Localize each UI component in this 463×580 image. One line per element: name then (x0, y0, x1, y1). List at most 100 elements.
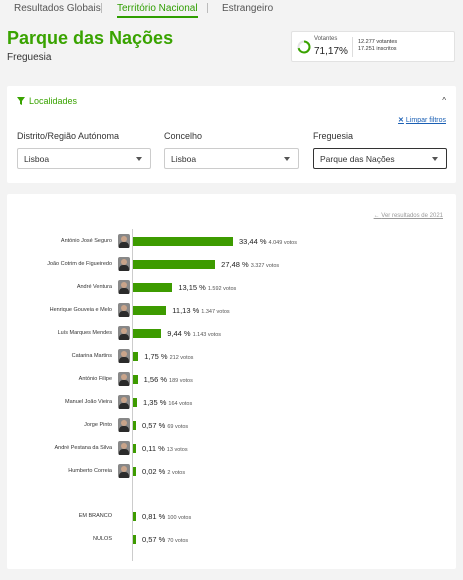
result-percent: 27,48 % (221, 260, 249, 269)
candidate-photo (118, 372, 130, 386)
result-bar (133, 375, 138, 384)
municipality-label: Concelho (164, 131, 203, 141)
result-label: 0,57 % 70 votos (142, 535, 188, 544)
candidate-name: Jorge Pinto (84, 422, 112, 428)
result-votes: 69 votos (167, 424, 189, 430)
result-votes: 70 votos (167, 538, 189, 544)
parish-select[interactable]: Parque das Nações (313, 148, 447, 169)
result-row: Luís Marques Mendes 9,44 % 1.143 votos (22, 325, 443, 343)
candidate-name: António José Seguro (60, 238, 112, 244)
result-percent: 9,44 % (167, 329, 191, 338)
results-bar-chart: António José Seguro 33,44 % 4.049 votos Joã… (22, 229, 443, 561)
turnout-ring-icon (297, 40, 311, 54)
result-label: 0,81 % 100 votos (142, 512, 191, 521)
localidades-panel: Localidades ^ ✕ Limpar filtros Distrito/R… (7, 86, 456, 183)
clear-filters-link[interactable]: ✕ Limpar filtros (398, 116, 446, 124)
result-row: Humberto Correia 0,02 % 2 votos (22, 463, 443, 481)
clear-filters-label: Limpar filtros (405, 117, 446, 124)
result-label: 9,44 % 1.143 votos (167, 329, 221, 338)
result-row: André Pestana da Silva 0,11 % 13 votos (22, 440, 443, 458)
result-row: EM BRANCO 0,81 % 100 votos (22, 508, 443, 526)
chevron-down-icon (432, 157, 438, 161)
page-subtitle: Freguesia (7, 52, 52, 63)
candidate-photo (118, 395, 130, 409)
result-row: Manuel João Vieira 1,35 % 164 votos (22, 394, 443, 412)
voters-count: 12.277 votantes (358, 39, 398, 45)
result-row: André Ventura 13,15 % 1.592 votos (22, 279, 443, 297)
result-votes: 4.049 votos (268, 240, 297, 246)
voters-percent: 71,17% (314, 46, 348, 57)
result-label: 33,44 % 4.049 votos (239, 237, 297, 246)
result-votes: 100 votos (167, 515, 192, 521)
localidades-title: Localidades (29, 96, 78, 106)
result-bar (133, 260, 216, 269)
result-bar (133, 421, 136, 430)
result-votes: 1.592 votos (207, 286, 237, 292)
district-select[interactable]: Lisboa (17, 148, 151, 169)
candidate-name: Humberto Correia (68, 468, 112, 474)
candidate-name: EM BRANCO (78, 513, 112, 519)
candidate-photo (118, 303, 130, 317)
result-row: Jorge Pinto 0,57 % 69 votos (22, 417, 443, 435)
candidate-name: André Ventura (76, 284, 112, 290)
result-label: 27,48 % 3.327 votos (221, 260, 279, 269)
municipality-select[interactable]: Lisboa (164, 148, 299, 169)
candidate-name: Manuel João Vieira (65, 399, 112, 405)
result-row: NULOS 0,57 % 70 votos (22, 531, 443, 549)
result-row: Henrique Gouveia e Melo 11,13 % 1.347 voto… (22, 302, 443, 320)
result-votes: 2 votos (167, 470, 186, 476)
chevron-up-icon[interactable]: ^ (442, 96, 446, 105)
arrow-left-icon: ← (373, 213, 382, 219)
candidate-photo (118, 280, 130, 294)
result-label: 0,11 % 13 votos (142, 444, 188, 453)
result-percent: 1,35 % (143, 398, 167, 407)
result-bar (133, 512, 136, 521)
tab-divider (207, 3, 208, 13)
result-label: 1,35 % 164 votos (143, 398, 192, 407)
result-percent: 1,56 % (143, 375, 168, 384)
tab-estrangeiro[interactable]: Estrangeiro (222, 3, 274, 14)
candidate-name: Luís Marques Mendes (57, 330, 112, 336)
close-icon: ✕ (398, 117, 404, 124)
result-label: 1,75 % 212 votos (144, 352, 193, 361)
result-bar (133, 283, 173, 292)
result-bar (133, 329, 162, 338)
result-bar (133, 306, 167, 315)
result-percent: 0,57 % (142, 535, 166, 544)
candidate-name: Catarina Martins (71, 353, 112, 359)
candidate-name: Henrique Gouveia e Melo (49, 307, 112, 313)
candidate-photo (118, 349, 130, 363)
chart-axis (132, 229, 133, 561)
parish-label: Freguesia (313, 131, 354, 141)
result-label: 0,02 % 2 votos (142, 467, 185, 476)
result-label: 0,57 % 69 votos (142, 421, 188, 430)
result-row: João Cotrim de Figueiredo 27,48 % 3.327 vo… (22, 256, 443, 274)
result-bar (133, 467, 136, 476)
registered-count: 17.251 inscritos (358, 46, 397, 52)
result-percent: 1,75 % (144, 352, 168, 361)
previous-results-link[interactable]: ← Ver resultados de 2021 (374, 213, 443, 219)
candidate-photo (118, 441, 130, 455)
candidate-name: André Pestana da Silva (54, 445, 112, 451)
voters-label: Votantes (314, 36, 338, 42)
tab-territorio-nacional[interactable]: Território Nacional (117, 0, 198, 18)
candidate-photo (118, 464, 130, 478)
result-bar (133, 352, 139, 361)
result-bar (133, 535, 136, 544)
result-votes: 1.143 votos (192, 332, 222, 338)
result-bar (133, 237, 233, 246)
district-label: Distrito/Região Autónoma (17, 131, 120, 141)
chevron-down-icon (136, 157, 142, 161)
results-panel: ← Ver resultados de 2021 António José Se… (7, 194, 456, 569)
candidate-photo (118, 257, 130, 271)
candidate-name: João Cotrim de Figueiredo (47, 261, 112, 267)
parish-value: Parque das Nações (320, 154, 395, 164)
filter-icon (17, 97, 25, 105)
municipality-value: Lisboa (171, 154, 197, 164)
candidate-name: NULOS (93, 536, 112, 542)
localidades-header[interactable]: Localidades (17, 96, 77, 106)
result-label: 13,15 % 1.592 votos (178, 283, 236, 292)
result-percent: 0,02 % (142, 467, 166, 476)
tab-resultados-globais[interactable]: Resultados Globais (14, 3, 101, 14)
page-title: Parque das Nações (7, 28, 174, 48)
